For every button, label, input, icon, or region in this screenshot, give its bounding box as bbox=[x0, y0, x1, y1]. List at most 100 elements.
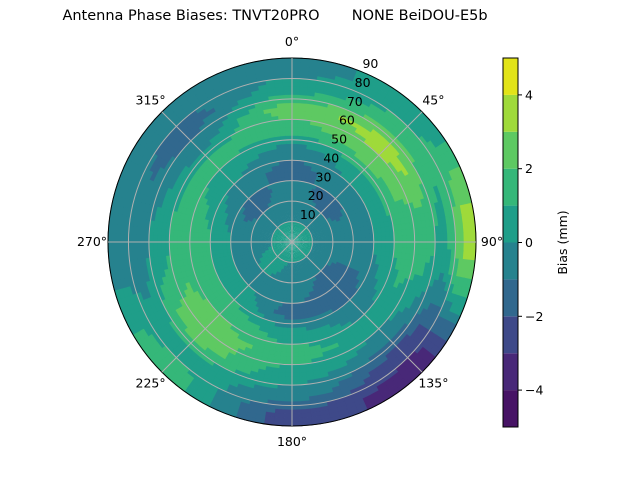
contour-cell bbox=[342, 78, 355, 86]
contour-cell bbox=[302, 135, 310, 142]
contour-cell bbox=[403, 259, 410, 268]
contour-cell bbox=[297, 127, 305, 133]
contour-cell bbox=[440, 182, 449, 194]
contour-cell bbox=[418, 241, 424, 250]
contour-cell bbox=[297, 217, 300, 223]
contour-cell bbox=[318, 229, 324, 234]
contour-cell bbox=[385, 246, 391, 253]
contour-cell bbox=[406, 195, 414, 205]
contour-cell bbox=[353, 241, 358, 246]
contour-cell bbox=[457, 258, 464, 270]
contour-cell bbox=[434, 241, 440, 251]
contour-cell bbox=[307, 195, 313, 202]
contour-cell bbox=[298, 94, 309, 100]
contour-cell bbox=[306, 260, 311, 266]
contour-cell bbox=[354, 73, 367, 82]
contour-cell bbox=[306, 224, 311, 229]
contour-cell bbox=[302, 232, 307, 236]
contour-cell bbox=[435, 280, 443, 291]
contour-cell bbox=[381, 241, 387, 248]
contour-cell bbox=[299, 237, 305, 240]
contour-cell bbox=[365, 245, 371, 251]
contour-cell bbox=[297, 248, 301, 252]
contour-cell bbox=[313, 251, 319, 256]
contour-cell bbox=[335, 288, 342, 295]
contour-cell bbox=[294, 235, 298, 239]
contour-cell bbox=[298, 233, 302, 237]
contour-cell bbox=[297, 209, 301, 215]
contour-cell bbox=[323, 85, 335, 93]
contour-cell bbox=[447, 241, 452, 252]
contour-cell bbox=[298, 227, 302, 232]
contour-cell bbox=[295, 236, 300, 240]
contour-cell bbox=[324, 81, 336, 89]
contour-cell bbox=[313, 227, 318, 231]
contour-cell bbox=[359, 226, 366, 232]
contour-cell bbox=[331, 260, 338, 265]
contour-cell bbox=[323, 248, 329, 252]
contour-cell bbox=[310, 231, 316, 235]
contour-cell bbox=[322, 251, 328, 256]
contour-cell bbox=[294, 245, 298, 249]
contour-cell bbox=[426, 226, 432, 236]
contour-cell bbox=[296, 217, 299, 223]
contour-cell bbox=[315, 223, 321, 228]
contour-cell bbox=[307, 245, 313, 248]
contour-cell bbox=[291, 102, 301, 108]
contour-cell bbox=[303, 243, 309, 246]
contour-cell bbox=[396, 224, 403, 232]
contour-cell bbox=[337, 63, 350, 72]
contour-cell bbox=[321, 255, 327, 260]
contour-cell bbox=[303, 235, 308, 239]
contour-cell bbox=[321, 253, 327, 258]
contour-cell bbox=[304, 115, 313, 121]
contour-cell bbox=[315, 215, 320, 221]
contour-cell bbox=[295, 244, 300, 247]
contour-cell bbox=[458, 223, 464, 235]
contour-cell bbox=[304, 222, 309, 227]
contour-cell bbox=[299, 164, 305, 170]
contour-cell bbox=[373, 232, 379, 239]
contour-cell bbox=[307, 86, 318, 93]
contour-cell bbox=[296, 222, 300, 227]
contour-cell bbox=[296, 226, 299, 231]
contour-cell bbox=[426, 241, 432, 251]
contour-cell bbox=[295, 213, 299, 219]
contour-cell bbox=[294, 230, 298, 235]
contour-cell bbox=[441, 216, 448, 227]
contour-cell bbox=[353, 238, 358, 243]
contour-cell bbox=[466, 222, 473, 234]
contour-cell bbox=[455, 241, 461, 252]
contour-cell bbox=[405, 247, 411, 256]
contour-cell bbox=[345, 70, 358, 79]
contour-cell bbox=[330, 252, 336, 257]
contour-cell bbox=[310, 257, 315, 262]
contour-cell bbox=[295, 243, 301, 246]
contour-cell bbox=[313, 214, 319, 219]
contour-cell bbox=[303, 123, 312, 130]
contour-cell bbox=[439, 191, 447, 203]
contour-cell bbox=[307, 214, 312, 219]
contour-cell bbox=[389, 241, 395, 248]
contour-cell bbox=[299, 239, 305, 241]
contour-cell bbox=[312, 239, 317, 242]
contour-cell bbox=[349, 84, 362, 93]
contour-cell bbox=[402, 241, 407, 249]
contour-cell bbox=[462, 184, 471, 197]
contour-cell bbox=[299, 243, 305, 245]
contour-cell bbox=[413, 221, 419, 230]
contour-cell bbox=[316, 238, 321, 241]
contour-cell bbox=[314, 221, 319, 226]
contour-cell bbox=[297, 222, 301, 228]
contour-cell bbox=[427, 195, 435, 206]
contour-cell bbox=[344, 244, 350, 249]
contour-cell bbox=[301, 230, 306, 235]
contour-cell bbox=[446, 224, 452, 235]
contour-cell bbox=[340, 238, 346, 243]
contour-cell bbox=[294, 221, 297, 227]
contour-cell bbox=[295, 239, 301, 242]
contour-cell bbox=[295, 230, 298, 235]
contour-cell bbox=[443, 241, 448, 251]
contour-cell bbox=[295, 172, 300, 177]
contour-cell bbox=[306, 248, 312, 252]
